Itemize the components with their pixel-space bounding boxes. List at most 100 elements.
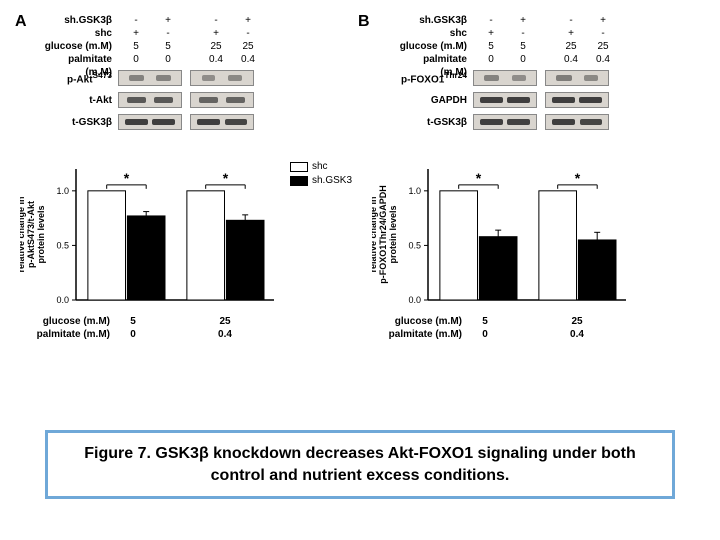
blot-band (156, 75, 171, 81)
blot-band (127, 97, 147, 103)
cond-gap (541, 27, 553, 40)
blot-strip (545, 114, 609, 130)
bar (187, 191, 225, 300)
xcond-row: glucose (m.M) (362, 315, 462, 328)
legend-swatch-shgsk3 (290, 176, 308, 186)
cond-row-label: glucose (m.M) (40, 40, 118, 53)
panel-a-xval-g1: 5 0 (118, 315, 148, 341)
blot-strip (118, 92, 182, 108)
sig-star: * (223, 170, 229, 186)
cond-cell: - (557, 14, 585, 27)
cond-cell: + (477, 27, 505, 40)
chart-legend: shc sh.GSK3 (290, 160, 352, 188)
cond-gap (186, 40, 198, 53)
bar (440, 191, 478, 300)
panel-a-xcond-labels: glucose (m.M) palmitate (m.M) (10, 315, 110, 341)
chart-svg: 0.0 0.5 1.0 * * relative change inp-FOXO1Thr2… (372, 155, 632, 310)
blot-row: t-GSK3β (395, 114, 609, 130)
legend-label-shc: shc (312, 160, 328, 174)
xval: 0.4 (210, 328, 240, 341)
svg-text:1.0: 1.0 (408, 186, 421, 196)
blot-row: p-AktS473 (40, 70, 254, 86)
bar (88, 191, 126, 300)
blot-strip (190, 70, 254, 86)
panel-b-label: B (358, 13, 370, 31)
xcond-row: palmitate (m.M) (362, 328, 462, 341)
bar (127, 216, 165, 300)
blot-band (552, 119, 575, 125)
blot-band (154, 97, 174, 103)
cond-gap (186, 27, 198, 40)
blot-strip (473, 70, 537, 86)
blot-band (556, 75, 572, 81)
blot-strip (545, 92, 609, 108)
cond-cell: - (122, 14, 150, 27)
panel-b-chart: 0.0 0.5 1.0 * * relative change inp-FOXO1Thr2… (372, 155, 632, 310)
panel-b-xval-g1: 5 0 (470, 315, 500, 341)
xcond-row: glucose (m.M) (10, 315, 110, 328)
cond-cell: 5 (122, 40, 150, 53)
svg-text:0.0: 0.0 (56, 295, 69, 305)
panel-a-xval-g2: 25 0.4 (210, 315, 240, 341)
blot-band (202, 75, 216, 81)
cond-cell: 5 (154, 40, 182, 53)
cond-cell: 25 (202, 40, 230, 53)
cond-cell: - (509, 27, 537, 40)
blot-band (507, 97, 530, 103)
cond-cell: + (122, 27, 150, 40)
cond-cell: + (154, 14, 182, 27)
cond-cell: 5 (509, 40, 537, 53)
blot-row: t-Akt (40, 92, 254, 108)
blot-band (480, 119, 503, 125)
cond-cell: + (234, 14, 262, 27)
xval: 25 (210, 315, 240, 328)
legend-label-shgsk3: sh.GSK3 (312, 174, 352, 188)
sig-star: * (124, 170, 130, 186)
xval: 0 (118, 328, 148, 341)
svg-text:0.0: 0.0 (408, 295, 421, 305)
blot-label: t-GSK3β (40, 117, 118, 128)
cond-cell: + (202, 27, 230, 40)
cond-cell: 25 (557, 40, 585, 53)
bar (539, 191, 577, 300)
blot-band (580, 119, 602, 125)
blot-band (512, 75, 526, 81)
cond-row-label: shc (40, 27, 118, 40)
blot-strip (118, 114, 182, 130)
blot-band (480, 97, 503, 103)
cond-cell: 25 (589, 40, 617, 53)
xval: 0 (470, 328, 500, 341)
panel-b-xval-g2: 25 0.4 (562, 315, 592, 341)
cond-row-label: sh.GSK3β (40, 14, 118, 27)
sig-star: * (575, 170, 581, 186)
blot-band (226, 97, 244, 103)
blot-band (228, 75, 242, 81)
cond-row-label: sh.GSK3β (395, 14, 473, 27)
legend-swatch-shc (290, 162, 308, 172)
bar (578, 240, 616, 300)
cond-cell: 25 (234, 40, 262, 53)
bar (479, 237, 517, 300)
cond-gap (541, 40, 553, 53)
blot-band (584, 75, 598, 81)
blot-label: GAPDH (395, 95, 473, 106)
xval: 5 (470, 315, 500, 328)
cond-gap (541, 14, 553, 27)
blot-band (507, 119, 529, 125)
blot-band (129, 75, 144, 81)
blot-strip (545, 70, 609, 86)
svg-text:0.5: 0.5 (408, 240, 421, 250)
sig-star: * (476, 170, 482, 186)
blot-band (152, 119, 175, 125)
cond-cell: 5 (477, 40, 505, 53)
chart-ylabel: relative change inp-AktS473/t-Aktprotein… (20, 196, 46, 272)
chart-ylabel: relative change inp-FOXO1Thr24/GAPDHprot… (372, 185, 398, 284)
blot-label: t-GSK3β (395, 117, 473, 128)
svg-text:0.5: 0.5 (56, 240, 69, 250)
blot-band (579, 97, 602, 103)
cond-cell: - (234, 27, 262, 40)
blot-strip (473, 114, 537, 130)
bar (226, 220, 264, 300)
cond-cell: + (557, 27, 585, 40)
blot-label: t-Akt (40, 95, 118, 106)
